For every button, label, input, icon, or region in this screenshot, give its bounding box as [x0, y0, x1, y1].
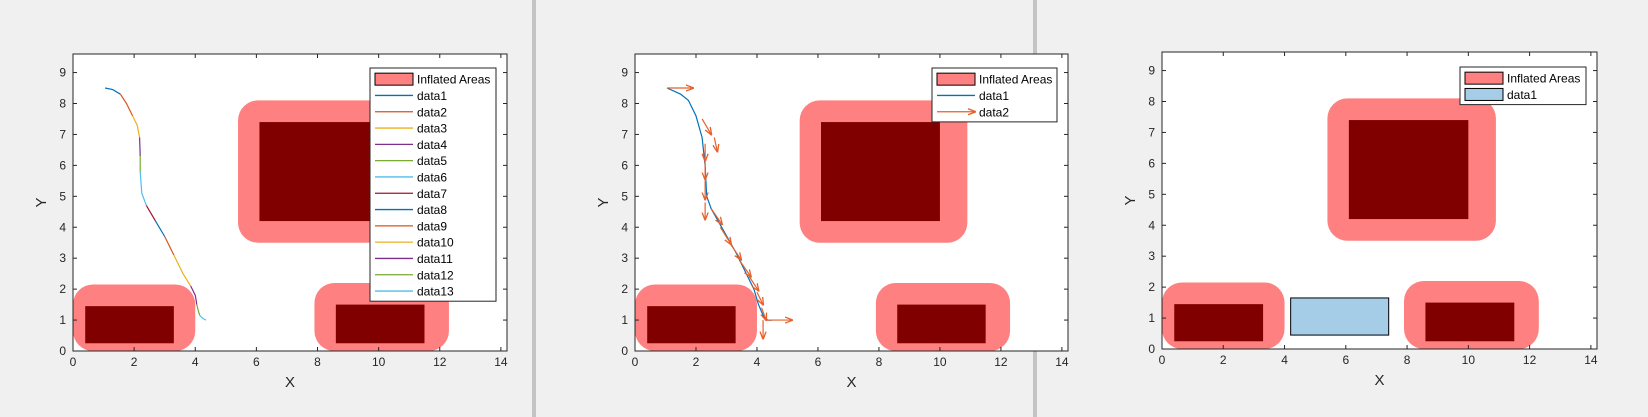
series-line-data7	[145, 205, 157, 222]
series-line-data12	[196, 304, 201, 316]
plot-content	[73, 87, 449, 351]
legend-label: data13	[417, 285, 454, 299]
x-tick-label: 6	[253, 355, 260, 369]
series-line-data10	[173, 254, 192, 287]
legend-label: data10	[417, 236, 454, 250]
legend-label: data1	[417, 89, 447, 103]
series-line-data13	[199, 314, 207, 321]
x-tick-label: 0	[70, 355, 77, 369]
legend-label: data9	[417, 219, 447, 233]
y-tick-label: 1	[59, 313, 66, 327]
y-tick-label: 3	[59, 251, 66, 265]
y-tick-label: 9	[59, 66, 66, 80]
axes-box	[72, 53, 508, 352]
legend-label: Inflated Areas	[417, 73, 490, 87]
legend: Inflated Areas data1 data2 data3 data4 data5 d…	[369, 67, 497, 302]
legend-label: data2	[417, 105, 447, 119]
series-line-data6	[139, 171, 147, 206]
legend-box	[369, 67, 497, 302]
window-divider-1[interactable]	[532, 0, 536, 417]
x-tick-label: 12	[433, 355, 447, 369]
x-axis-label: X	[285, 374, 295, 391]
legend-label: data5	[417, 154, 447, 168]
obstacle	[85, 306, 174, 344]
series-line-data4	[139, 137, 141, 157]
legend-label: data12	[417, 268, 454, 282]
legend-label: data8	[417, 203, 447, 217]
y-tick-label: 2	[59, 282, 66, 296]
legend-label: data4	[417, 138, 447, 152]
y-tick-label: 0	[59, 344, 66, 358]
legend-label: data3	[417, 122, 447, 136]
series-line-data8	[154, 220, 166, 237]
legend-label: data11	[417, 252, 453, 266]
legend-swatch-inflated	[374, 72, 414, 86]
series-line-data9	[164, 236, 175, 256]
x-tick-label: 8	[314, 355, 321, 369]
series-line-data1	[104, 87, 121, 95]
y-tick-label: 6	[59, 158, 66, 172]
obstacle	[259, 122, 379, 222]
y-tick-label: 5	[59, 189, 66, 203]
y-tick-label: 8	[59, 97, 66, 111]
legend-label: data6	[417, 170, 447, 184]
x-tick-label: 4	[192, 355, 199, 369]
y-tick-label: 4	[59, 220, 66, 234]
series-line-data11	[190, 285, 198, 305]
series-line-data3	[132, 115, 141, 138]
x-tick-label: 2	[131, 355, 138, 369]
obstacle	[335, 304, 425, 344]
x-tick-label: 10	[372, 355, 386, 369]
y-tick-label: 7	[59, 127, 66, 141]
series-line-data2	[119, 93, 134, 117]
x-tick-label: 14	[494, 355, 508, 369]
y-axis-label: Y	[33, 197, 50, 207]
legend-label: data7	[417, 187, 447, 201]
